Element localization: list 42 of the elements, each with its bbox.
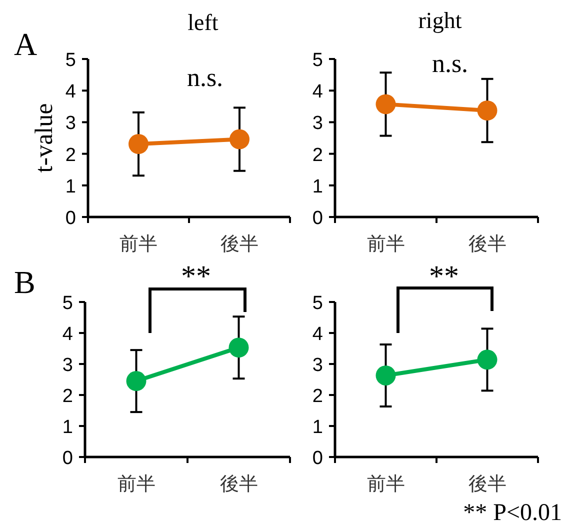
x-tick-label: 後半 [220,474,258,495]
y-tick-label: 3 [312,113,323,134]
y-tick-label: 2 [312,144,323,166]
x-tick-label: 後半 [468,474,506,495]
x-tick-label: 後半 [468,234,506,255]
x-tick-label: 前半 [120,234,158,255]
chart-title: right [418,8,462,33]
y-tick-label: 4 [312,82,324,103]
y-tick-label: 3 [62,355,73,376]
chart-title: left [188,10,219,35]
y-tick-label: 4 [312,324,324,345]
y-tick-label: 2 [65,144,76,166]
y-tick-label: 3 [65,113,76,134]
y-axis-title: t-value [31,103,58,173]
y-tick-label: 4 [65,82,76,103]
x-tick-label: 後半 [220,234,258,255]
y-tick-label: 0 [62,448,73,469]
y-tick-label: 5 [62,293,73,314]
y-tick-label: 5 [312,50,323,71]
text: A [14,26,38,62]
y-tick-label: 2 [312,386,323,407]
y-tick-label: 1 [62,417,73,438]
y-tick-label: 0 [312,208,323,229]
y-tick-label: 2 [62,386,73,407]
annotation: n.s. [186,63,224,92]
y-tick-label: 1 [312,176,323,198]
y-tick-label: 5 [65,50,76,71]
y-tick-label: 0 [65,208,76,229]
y-tick-label: 1 [312,417,323,438]
y-tick-label: 4 [62,324,74,345]
text: B [14,264,36,300]
y-tick-label: 0 [312,448,323,469]
x-tick-label: 前半 [366,234,405,255]
y-tick-label: 5 [312,293,323,314]
y-tick-label: 1 [65,176,76,198]
y-tick-label: 3 [312,355,323,376]
x-tick-label: 前半 [366,474,405,495]
text: ** [181,260,211,293]
x-tick-label: 前半 [117,474,156,495]
annotation: n.s. [432,49,468,78]
text: ** [429,260,459,293]
text: ** P<0.01 [463,500,562,525]
